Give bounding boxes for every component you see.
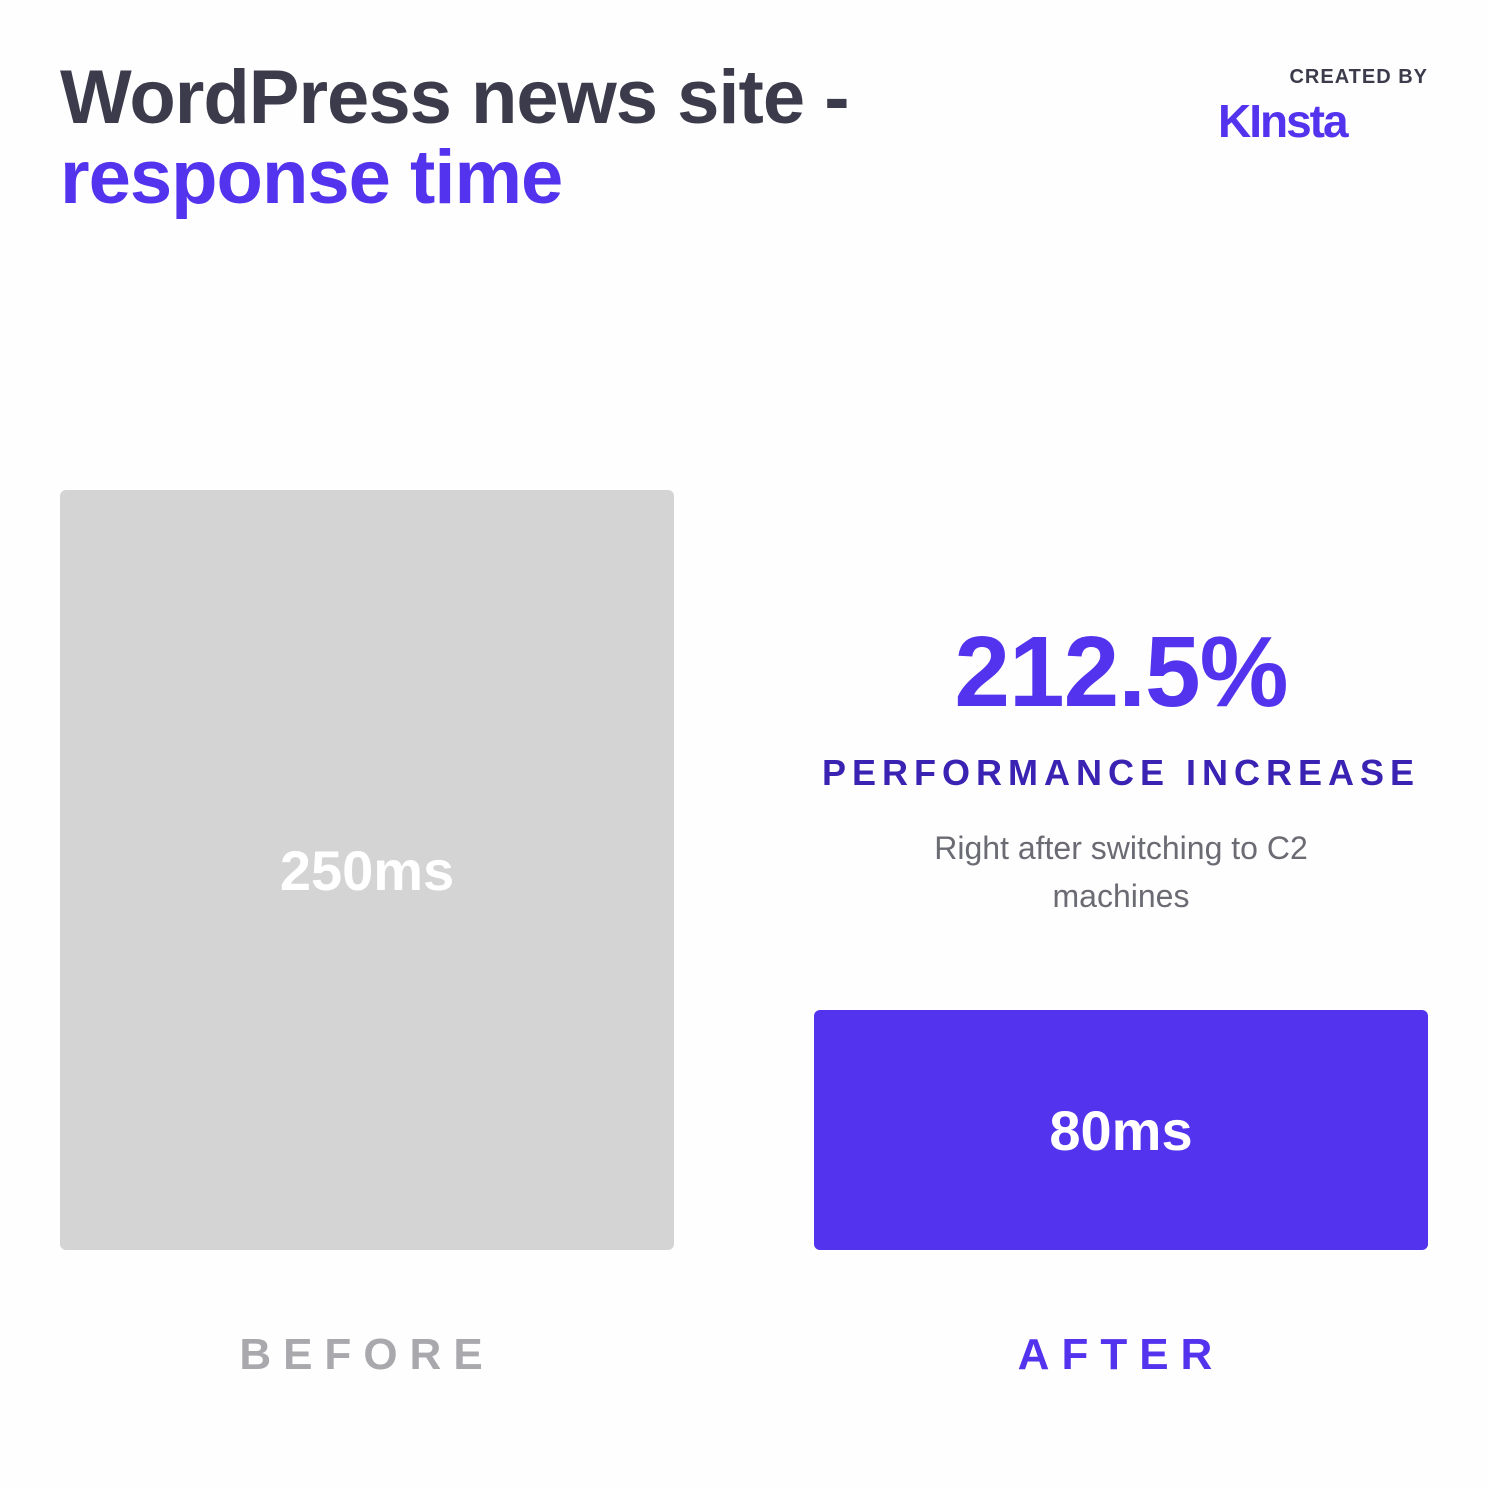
kinsta-logo-text: KInsta	[1218, 95, 1349, 147]
title-line-1: WordPress news site -	[60, 60, 849, 136]
after-bar-value: 80ms	[1049, 1098, 1192, 1163]
performance-subtext: Right after switching to C2 machines	[871, 824, 1371, 920]
title-line-2: response time	[60, 140, 849, 216]
after-bar: 80ms	[814, 1010, 1428, 1250]
comparison-chart: 250ms BEFORE 212.5% PERFORMANCE INCREASE…	[60, 490, 1428, 1380]
created-by-label: CREATED BY	[1218, 66, 1428, 89]
header: WordPress news site - response time CREA…	[60, 60, 1428, 216]
performance-percent: 212.5%	[954, 622, 1287, 722]
attribution: CREATED BY KInsta	[1218, 66, 1428, 147]
before-bar: 250ms	[60, 490, 674, 1250]
performance-caption: PERFORMANCE INCREASE	[822, 752, 1420, 794]
page-title: WordPress news site - response time	[60, 60, 849, 216]
kinsta-logo-icon: KInsta	[1218, 95, 1428, 147]
before-bar-value: 250ms	[280, 838, 454, 903]
before-axis-label: BEFORE	[239, 1330, 494, 1380]
after-column: 212.5% PERFORMANCE INCREASE Right after …	[814, 622, 1428, 1380]
after-axis-label: AFTER	[1018, 1330, 1225, 1380]
before-column: 250ms BEFORE	[60, 490, 674, 1380]
